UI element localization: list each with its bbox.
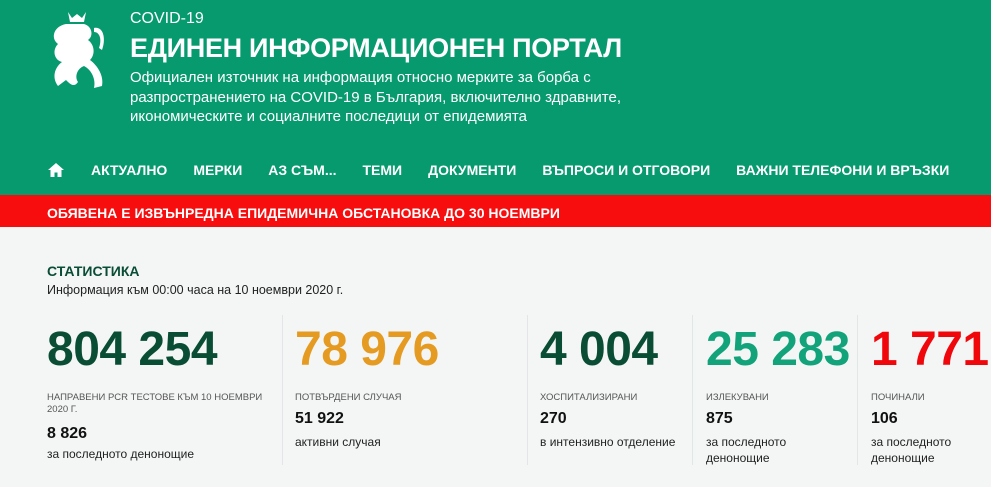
stat-label: Хоспитализирани <box>540 392 638 403</box>
stat-card-recovered: 25 283 Излекувани 875 за последното дено… <box>706 323 850 466</box>
stat-sub-label: за последното денонощие <box>47 447 195 461</box>
coat-of-arms-logo[interactable] <box>44 10 110 92</box>
stat-label: Починали <box>871 392 925 403</box>
site-title[interactable]: ЕДИНЕН ИНФОРМАЦИОНЕН ПОРТАЛ <box>130 33 622 63</box>
stat-sub-value: 270 <box>540 410 567 427</box>
nav-item-news[interactable]: АКТУАЛНО <box>91 162 168 178</box>
stats-subtitle: Информация към 00:00 часа на 10 ноември … <box>47 283 344 297</box>
stat-sub-value: 875 <box>706 410 733 427</box>
site-kicker: COVID-19 <box>130 10 204 27</box>
stat-card-deaths: 1 771 Починали 106 за последното денонощ… <box>871 323 989 466</box>
divider <box>282 315 283 465</box>
nav-item-faq[interactable]: ВЪПРОСИ И ОТГОВОРИ <box>542 162 711 178</box>
nav-item-topics[interactable]: ТЕМИ <box>362 162 403 178</box>
divider <box>527 315 528 465</box>
stat-value: 4 004 <box>540 323 658 376</box>
stat-sub-value: 51 922 <box>295 410 344 427</box>
stat-sub-label: за последното денонощие <box>871 435 952 465</box>
stat-card-tests: 804 254 Направени PCR тестове към 10 ное… <box>47 323 262 462</box>
stat-value: 78 976 <box>295 323 439 376</box>
nav-item-phones[interactable]: ВАЖНИ ТЕЛЕФОНИ И ВРЪЗКИ <box>736 162 950 178</box>
nav-item-i-am[interactable]: АЗ СЪМ... <box>268 162 337 178</box>
stats-title: СТАТИСТИКА <box>47 263 140 279</box>
stat-sub-value: 8 826 <box>47 425 88 442</box>
stat-sub-label: в интензивно отделение <box>540 435 676 449</box>
stat-label: Излекувани <box>706 392 769 403</box>
divider <box>857 315 858 465</box>
stat-label: Направени PCR тестове към 10 ноември 202… <box>47 392 263 415</box>
stat-sub-label: за последното денонощие <box>706 435 787 465</box>
stat-value: 1 771 <box>871 323 989 376</box>
main-nav: АКТУАЛНО МЕРКИ АЗ СЪМ... ТЕМИ ДОКУМЕНТИ … <box>48 162 975 178</box>
home-icon[interactable] <box>48 163 64 177</box>
nav-item-measures[interactable]: МЕРКИ <box>193 162 243 178</box>
nav-item-documents[interactable]: ДОКУМЕНТИ <box>428 162 517 178</box>
stat-value: 804 254 <box>47 323 218 376</box>
stat-sub-value: 106 <box>871 410 898 427</box>
stat-sub-label: активни случая <box>295 435 381 449</box>
divider <box>692 315 693 465</box>
stat-value: 25 283 <box>706 323 850 376</box>
stat-card-hospitalized: 4 004 Хоспитализирани 270 в интензивно о… <box>540 323 675 450</box>
site-description: Официален източник на информация относно… <box>130 69 622 125</box>
stat-card-confirmed: 78 976 Потвърдени случая 51 922 активни … <box>295 323 439 450</box>
site-header: COVID-19 ЕДИНЕН ИНФОРМАЦИОНЕН ПОРТАЛ Офи… <box>0 0 991 195</box>
emergency-alert-banner[interactable]: ОБЯВЕНА Е ИЗВЪНРЕДНА ЕПИДЕМИЧНА ОБСТАНОВ… <box>0 195 991 227</box>
stat-label: Потвърдени случая <box>295 392 402 403</box>
